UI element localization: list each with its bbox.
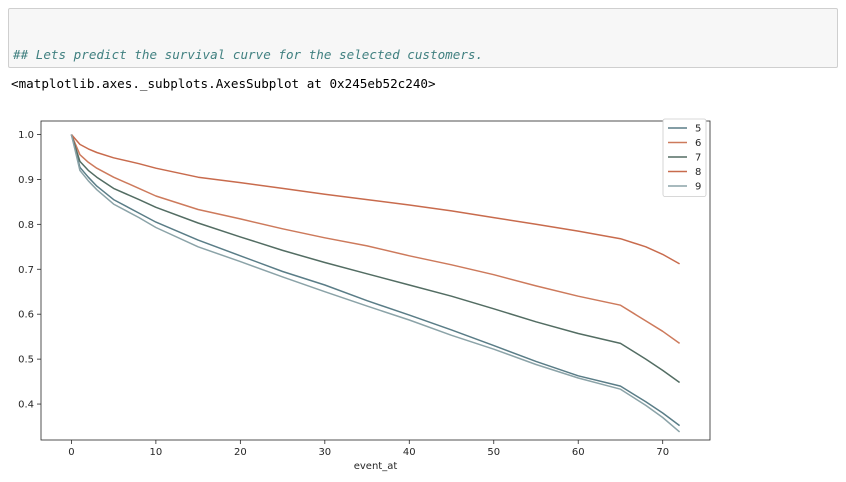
legend: 5 6 7 8 9: [662, 118, 707, 197]
series-line-9: [70, 134, 681, 433]
y-tick-label: 0.4: [18, 400, 34, 411]
legend-label: 9: [695, 182, 701, 193]
x-tick-label: 20: [234, 447, 247, 458]
x-tick-label: 0: [68, 447, 74, 458]
series-line-5: [70, 134, 681, 427]
x-axis-label: event_at: [354, 461, 398, 472]
x-tick-label: 60: [572, 447, 585, 458]
legend-label: 7: [695, 153, 701, 164]
y-tick-label: 0.8: [18, 220, 34, 231]
y-tick-label: 0.6: [18, 310, 34, 321]
x-tick-label: 70: [656, 447, 669, 458]
legend-label: 5: [695, 124, 701, 135]
series-line-7: [70, 134, 681, 384]
y-axis-ticks: 0.4 0.5 0.6 0.7 0.8 0.9 1.0: [18, 130, 41, 411]
series-line-8: [70, 134, 680, 265]
legend-label: 8: [695, 167, 701, 178]
series-line-6: [70, 134, 681, 345]
survival-curve-chart: 0 10 20 30 40 50 60 70 0.4 0.5 0.6 0.7 0.8 0.9 1.0 ev…: [18, 118, 711, 472]
x-tick-label: 40: [403, 447, 416, 458]
x-axis-ticks: 0 10 20 30 40 50 60 70: [68, 440, 669, 458]
series-lines: [70, 134, 681, 433]
x-tick-label: 50: [487, 447, 500, 458]
plot-frame: [40, 120, 711, 441]
y-tick-label: 0.5: [18, 355, 34, 366]
code-comment-line: ## Lets predict the survival curve for t…: [13, 47, 484, 62]
x-tick-label: 10: [150, 447, 163, 458]
y-tick-label: 0.7: [18, 265, 34, 276]
y-tick-label: 0.9: [18, 175, 34, 186]
code-input-cell[interactable]: ## Lets predict the survival curve for t…: [8, 8, 838, 68]
legend-label: 6: [695, 138, 701, 149]
output-repr-text: <matplotlib.axes._subplots.AxesSubplot a…: [11, 76, 436, 91]
y-tick-label: 1.0: [18, 130, 34, 141]
x-tick-label: 30: [318, 447, 331, 458]
